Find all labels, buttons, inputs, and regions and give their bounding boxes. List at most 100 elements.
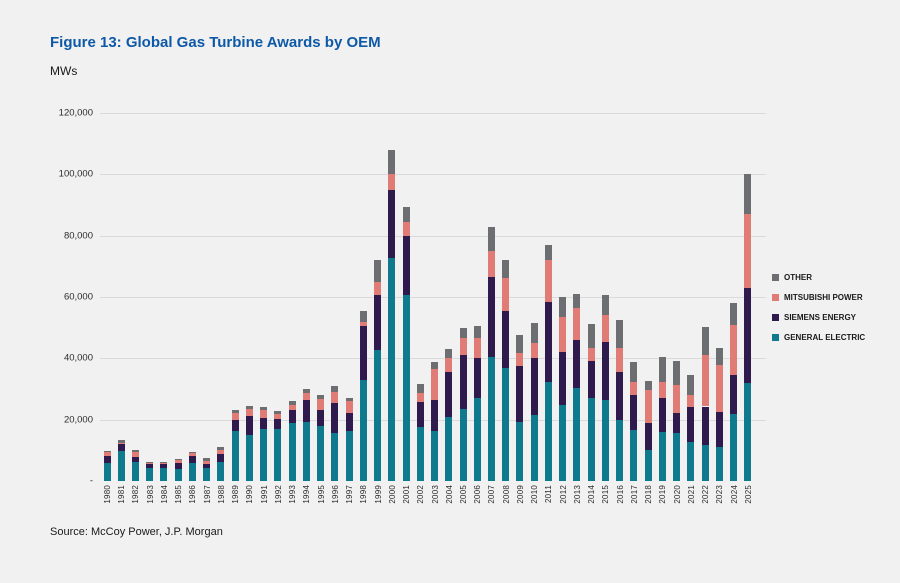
bar-segment: [744, 382, 752, 481]
x-axis-tick-label: 2019: [658, 485, 668, 504]
bar-segment: [431, 361, 439, 370]
x-axis-tick-label: 1985: [174, 485, 184, 504]
bar-segment: [687, 395, 695, 407]
x-axis-tick-label: 2013: [572, 485, 582, 504]
bar-segment: [331, 432, 339, 481]
legend-item: OTHER: [772, 273, 865, 282]
x-axis-tick-label: 2022: [701, 485, 711, 504]
bar-segment: [388, 189, 396, 259]
bar-segment: [317, 425, 325, 481]
y-axis-tick-label: 20,000: [63, 414, 93, 426]
bar-segment: [131, 450, 139, 453]
bar-segment: [530, 343, 538, 359]
bar-segment: [516, 335, 524, 353]
bar-segment: [701, 354, 709, 407]
bar-segment: [388, 174, 396, 190]
bar-segment: [260, 407, 268, 410]
y-gridline: [100, 113, 766, 114]
legend-item: GENERAL ELECTRIC: [772, 333, 865, 342]
bar-segment: [260, 428, 268, 481]
bar-segment: [146, 461, 154, 463]
x-axis-tick-label: 2007: [487, 485, 497, 504]
bar-segment: [459, 328, 467, 339]
bar-segment: [317, 395, 325, 399]
bar-segment: [146, 462, 154, 464]
bar-segment: [516, 421, 524, 481]
bar-segment: [359, 321, 367, 327]
bar-segment: [416, 393, 424, 402]
x-axis-tick-label: 2021: [686, 485, 696, 504]
bar-segment: [587, 323, 595, 348]
bar-segment: [601, 400, 609, 481]
bar-segment: [487, 251, 495, 278]
bar-segment: [715, 347, 723, 366]
x-axis-tick-label: 2018: [644, 485, 654, 504]
bar-segment: [559, 351, 567, 405]
legend-marker: [772, 274, 779, 281]
bar-segment: [544, 301, 552, 382]
legend-label: SIEMENS ENERGY: [784, 313, 857, 322]
bar-segment: [559, 316, 567, 352]
x-axis-tick-label: 2002: [416, 485, 426, 504]
bar-segment: [730, 414, 738, 481]
bar-segment: [630, 430, 638, 481]
legend-label: GENERAL ELECTRIC: [784, 333, 866, 342]
bar-segment: [630, 361, 638, 382]
bar-segment: [573, 388, 581, 481]
bar-segment: [388, 149, 396, 175]
x-axis-tick-label: 2003: [430, 485, 440, 504]
bar-segment: [715, 411, 723, 447]
bar-segment: [245, 408, 253, 417]
bar-segment: [331, 385, 339, 393]
y-axis-tick-label: 100,000: [58, 168, 93, 180]
bar-segment: [416, 401, 424, 427]
x-axis-tick-label: 2000: [387, 485, 397, 504]
bar-segment: [658, 381, 666, 399]
x-axis-tick-label: 1999: [373, 485, 383, 504]
bar-segment: [644, 450, 652, 481]
bar-segment: [473, 338, 481, 359]
bar-segment: [274, 419, 282, 430]
bar-segment: [516, 352, 524, 367]
x-axis-tick-label: 1986: [188, 485, 198, 504]
bar-segment: [658, 398, 666, 432]
bar-segment: [544, 259, 552, 302]
x-axis-tick-label: 1997: [345, 485, 355, 504]
bar-segment: [644, 389, 652, 424]
y-axis-tick-label: 120,000: [58, 107, 93, 119]
bar-segment: [117, 442, 125, 444]
x-axis-tick-label: 1984: [159, 485, 169, 504]
bar-segment: [715, 365, 723, 412]
bar-segment: [502, 311, 510, 369]
x-axis-tick-label: 2010: [530, 485, 540, 504]
bar-segment: [744, 174, 752, 215]
legend-item: MITSUBISHI POWER: [772, 293, 865, 302]
bar-segment: [317, 409, 325, 426]
bar-segment: [231, 412, 239, 420]
bar-segment: [288, 423, 296, 481]
x-axis-tick-label: 1982: [131, 485, 141, 504]
bar-segment: [673, 413, 681, 434]
bar-segment: [658, 431, 666, 481]
bar-segment: [516, 366, 524, 422]
bar-segment: [374, 259, 382, 282]
bar-segment: [288, 401, 296, 405]
bar-segment: [402, 294, 410, 481]
x-axis-tick-label: 2011: [544, 485, 554, 504]
bar-segment: [673, 361, 681, 386]
bar-segment: [359, 326, 367, 380]
bar-segment: [160, 462, 168, 464]
bar-segment: [573, 339, 581, 389]
bar-segment: [587, 361, 595, 399]
bar-segment: [530, 323, 538, 344]
bar-segment: [302, 400, 310, 423]
bar-segment: [715, 446, 723, 481]
bar-segment: [473, 326, 481, 339]
x-axis-tick-label: 2014: [587, 485, 597, 504]
bar-segment: [188, 463, 196, 481]
bar-segment: [188, 453, 196, 457]
y-gridline: [100, 174, 766, 176]
x-axis-tick-label: 2025: [743, 485, 753, 504]
bar-segment: [217, 454, 225, 462]
bar-segment: [160, 463, 168, 465]
